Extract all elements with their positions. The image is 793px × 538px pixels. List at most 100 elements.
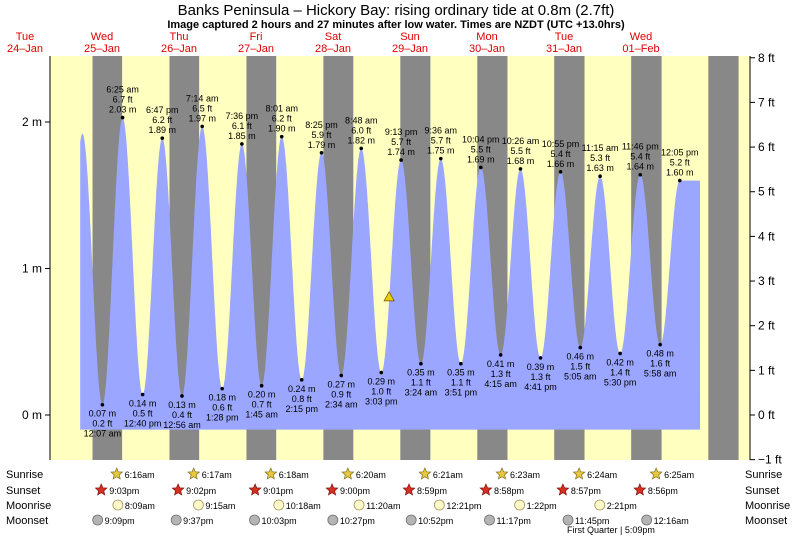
low-tide-ft: 1.6 ft (650, 359, 671, 369)
low-tide-ft: 0.4 ft (172, 410, 193, 420)
low-tide-point (459, 361, 463, 366)
moonset-time: 11:45pm (575, 516, 609, 526)
low-tide-ft: 0.7 ft (252, 400, 273, 410)
high-tide-ft: 5.4 ft (630, 152, 651, 162)
chart-title: Banks Peninsula – Hickory Bay: rising or… (178, 2, 615, 19)
moonset-moon-icon (249, 514, 260, 526)
sunrise-time: 6:24am (587, 470, 617, 480)
low-tide-point (618, 351, 622, 356)
low-tide-point (220, 386, 225, 391)
moonrise-moon-icon (353, 499, 365, 511)
low-tide-time: 3:51 pm (445, 388, 478, 398)
high-tide-ft: 5.7 ft (431, 136, 452, 146)
low-tide-m: 0.35 m (447, 368, 475, 378)
high-tide-ft: 5.5 ft (510, 146, 531, 156)
high-tide-ft: 5.7 ft (391, 137, 412, 147)
row-label-left: Moonset (6, 515, 48, 527)
axes: 0 m 1 m 2 m −1 ft 0 ft 1 ft 2 ft 3 ft 4 ft 5 ft 6 … (22, 51, 782, 467)
low-tide-time: 12:56 am (163, 420, 201, 430)
high-tide-point (558, 170, 563, 174)
row-label-right: Moonrise (745, 500, 790, 512)
sunrise-time: 6:16am (125, 470, 155, 480)
day-date: 01–Feb (622, 43, 659, 55)
moonrise-time: 12:21pm (446, 501, 481, 511)
low-tide-m: 0.24 m (288, 384, 316, 394)
low-tide-point (180, 394, 184, 398)
low-tide-point (259, 383, 264, 388)
sun-star-icon (402, 483, 416, 496)
moonrise-moon-icon (433, 499, 445, 511)
high-tide-point (598, 174, 602, 179)
high-tide-ft: 5.9 ft (312, 130, 333, 140)
low-tide-time: 12:07 am (84, 429, 122, 439)
night-band (708, 56, 739, 460)
day-date: 26–Jan (161, 43, 197, 55)
low-tide-m: 0.20 m (248, 390, 276, 400)
sunset-time: 9:02pm (186, 486, 216, 496)
low-tide-m: 0.07 m (89, 409, 117, 419)
row-label-right: Sunset (745, 485, 779, 497)
right-tick-label: 1 ft (758, 363, 775, 377)
row-label-left: Moonrise (6, 500, 51, 512)
high-tide-ft: 5.3 ft (590, 153, 611, 163)
low-tide-time: 3:03 pm (365, 397, 398, 407)
low-tide-ft: 0.9 ft (331, 389, 352, 399)
high-tide-time: 10:26 am (502, 136, 540, 146)
moonset-moon-icon (170, 514, 182, 526)
high-tide-time: 7:36 pm (226, 111, 259, 121)
moonrise-moon-icon (273, 499, 285, 511)
low-tide-point (339, 373, 344, 378)
low-tide-point (140, 392, 145, 397)
high-tide-point (279, 134, 284, 139)
moonset-moon-icon (405, 514, 417, 526)
high-tide-ft: 6.7 ft (113, 95, 134, 105)
high-tide-time: 12:05 pm (661, 148, 699, 158)
low-tide-ft: 1.0 ft (371, 387, 392, 397)
moonset-time: 12:16am (654, 516, 689, 526)
high-tide-time: 10:04 pm (462, 134, 500, 144)
low-tide-time: 12:40 pm (124, 418, 162, 428)
sun-star-icon (572, 467, 586, 480)
low-tide-point (299, 378, 304, 382)
low-tide-m: 0.14 m (129, 398, 157, 408)
low-tide-time: 4:41 pm (524, 382, 557, 392)
high-tide-point (439, 156, 443, 161)
high-tide-time: 10:55 pm (542, 139, 580, 149)
row-label-right: Moonset (745, 515, 787, 527)
high-tide-point (120, 115, 125, 120)
moonrise-moon-icon (514, 499, 526, 511)
moonrise-time: 1:22pm (527, 501, 557, 511)
high-tide-ft: 5.5 ft (471, 144, 492, 154)
day-name: Wed (91, 31, 113, 43)
low-tide-time: 1:45 am (245, 410, 278, 420)
sunrise-time: 6:21am (433, 470, 463, 480)
low-tide-m: 0.46 m (567, 352, 595, 362)
high-tide-ft: 6.0 ft (351, 125, 372, 135)
day-date: 28–Jan (315, 43, 351, 55)
right-tick-label: 8 ft (758, 51, 775, 65)
tide-labels: 6:25 am6.7 ft2.03 m 6:47 pm6.2 ft1.89 m7:… (84, 85, 699, 439)
low-tide-time: 5:58 am (644, 369, 677, 379)
moonrise-moon-icon (594, 499, 606, 511)
high-tide-point (240, 142, 244, 146)
low-tide-ft: 1.4 ft (610, 367, 631, 377)
low-tide-m: 0.29 m (368, 377, 396, 387)
high-tide-time: 8:01 am (265, 104, 298, 114)
moonset-moon-icon (562, 514, 574, 526)
low-tide-ft: 0.8 ft (292, 394, 313, 404)
sun-star-icon (94, 483, 108, 496)
high-tide-ft: 5.2 ft (670, 158, 691, 168)
tide-area-shape (80, 117, 701, 430)
low-tide-ft: 1.3 ft (531, 372, 552, 382)
sunrise-time: 6:20am (356, 470, 386, 480)
low-tide-m: 0.39 m (527, 362, 555, 372)
high-tide-time: 11:15 am (582, 143, 619, 153)
low-tide-m: 0.13 m (168, 400, 196, 410)
day-name: Tue (555, 31, 574, 43)
low-tide-time: 2:34 am (325, 399, 358, 409)
day-name: Tue (16, 31, 35, 43)
low-tide-ft: 1.1 ft (451, 378, 472, 388)
day-name: Fri (250, 31, 263, 43)
sun-star-icon (325, 483, 339, 496)
